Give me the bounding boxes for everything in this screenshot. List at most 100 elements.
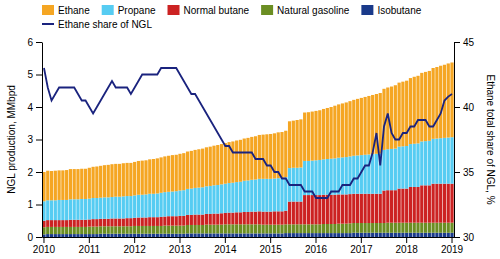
bar [228, 224, 231, 233]
bar [246, 233, 249, 237]
bar [352, 156, 355, 194]
bar [239, 224, 242, 233]
legend: EthanePropaneNormal butaneNatural gasoli… [42, 5, 422, 30]
tick: 1 [27, 199, 42, 210]
bar [277, 233, 280, 237]
tick: 2013 [169, 237, 192, 255]
bar [61, 170, 64, 200]
bar [398, 233, 401, 237]
bar [216, 185, 219, 214]
bar [333, 195, 336, 224]
bar [239, 182, 242, 213]
bar [409, 78, 412, 144]
bar [209, 147, 212, 186]
bar [299, 202, 302, 225]
bar [292, 121, 295, 168]
bar [386, 233, 389, 237]
bar [235, 224, 238, 233]
bar [345, 233, 348, 237]
bar [432, 139, 435, 184]
bar [314, 233, 317, 237]
bar [201, 225, 204, 233]
bar [382, 150, 385, 191]
bar [314, 111, 317, 160]
bar [231, 224, 234, 233]
bar [356, 223, 359, 233]
bar [156, 234, 159, 237]
bar [307, 224, 310, 233]
chart: EthanePropaneNormal butaneNatural gasoli… [0, 0, 500, 259]
legend-label: Isobutane [377, 5, 421, 16]
bar [390, 190, 393, 223]
bar [76, 220, 79, 227]
legend-swatch [42, 5, 54, 15]
bar [311, 195, 314, 224]
bar [80, 227, 83, 234]
bar [209, 225, 212, 234]
bar [284, 233, 287, 237]
bar [141, 161, 144, 195]
bar [197, 149, 200, 187]
bar [220, 233, 223, 237]
tick: 45 [454, 37, 475, 48]
bar [333, 106, 336, 159]
bar [205, 147, 208, 186]
bar [416, 223, 419, 233]
bar [420, 73, 423, 142]
bar [88, 168, 91, 199]
bar [84, 199, 87, 220]
bar [326, 159, 329, 195]
bar [122, 196, 125, 218]
bar [122, 163, 125, 196]
tick: 40 [454, 102, 475, 113]
bar [258, 211, 261, 224]
tick-mark [316, 237, 317, 243]
bar [379, 223, 382, 233]
bar [352, 194, 355, 223]
bar [137, 226, 140, 234]
bar [110, 164, 113, 197]
bar [401, 189, 404, 223]
bar [137, 218, 140, 226]
bar [99, 198, 102, 219]
bar [178, 226, 181, 234]
bar [243, 233, 246, 237]
bar [57, 170, 60, 200]
bar [194, 233, 197, 237]
bar [432, 223, 435, 233]
bar [303, 233, 306, 237]
bar [330, 233, 333, 237]
line [44, 68, 452, 198]
bar [265, 233, 268, 237]
bar [84, 234, 87, 237]
bar [175, 216, 178, 225]
bar [129, 196, 132, 218]
bar [224, 213, 227, 224]
bar [390, 223, 393, 233]
bar [284, 131, 287, 177]
bar [141, 234, 144, 237]
bar [364, 155, 367, 194]
bar [201, 149, 204, 188]
bar [307, 161, 310, 195]
bar [360, 98, 363, 155]
bar [288, 224, 291, 233]
bar [129, 218, 132, 226]
bar [107, 234, 110, 237]
bar [159, 226, 162, 234]
bar [137, 195, 140, 218]
tick-label: 1 [27, 199, 33, 210]
bar [390, 233, 393, 237]
bar [114, 226, 117, 233]
bar [118, 234, 121, 237]
bar [231, 213, 234, 225]
bar [182, 234, 185, 237]
bar [337, 194, 340, 223]
bar [239, 212, 242, 224]
bar [54, 227, 57, 234]
bar [80, 169, 83, 199]
bar [80, 220, 83, 227]
bar [107, 197, 110, 218]
bar [371, 194, 374, 223]
bar [54, 200, 57, 220]
